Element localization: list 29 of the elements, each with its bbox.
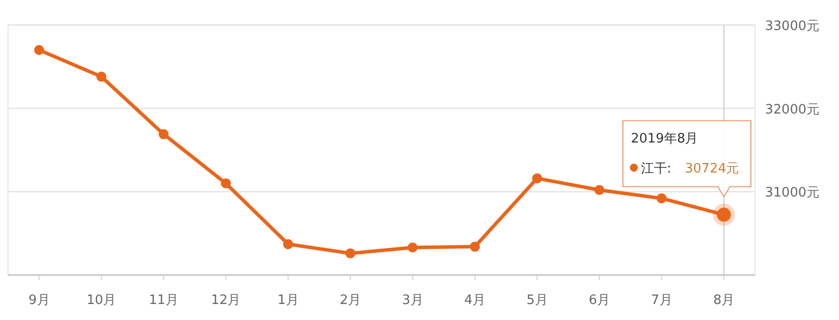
point [158,129,169,140]
x-tick-label: 4月 [464,293,486,308]
x-tick-label: 9月 [28,293,50,308]
legend-label: 江干: [640,162,672,177]
x-tick-label: 2月 [340,293,362,308]
point [594,185,604,195]
point [96,72,106,82]
point [34,45,44,55]
x-tick-label: 6月 [588,293,610,308]
data-label: 30724元 [684,162,740,177]
x-tick-label: 12月 [211,293,241,308]
x-tick-label: 11月 [148,293,178,308]
x-tick-label: 8月 [713,293,735,308]
annotation: 2019年8月 [630,132,698,147]
point [656,193,667,204]
point [345,248,356,258]
point [532,173,542,184]
point [470,242,480,252]
point [408,242,418,252]
y-tick-label: 31000元 [765,186,820,201]
point [220,178,231,188]
x-tick-label: 3月 [402,293,424,308]
x-tick-label: 1月 [277,293,299,308]
x-tick-label: 10月 [86,293,116,308]
x-tick-label: 7月 [650,293,672,308]
y-tick-label: 32000元 [765,102,820,118]
point [283,239,294,250]
x-tick-label: 5月 [526,293,548,308]
y-tick-label: 33000元 [765,19,820,34]
